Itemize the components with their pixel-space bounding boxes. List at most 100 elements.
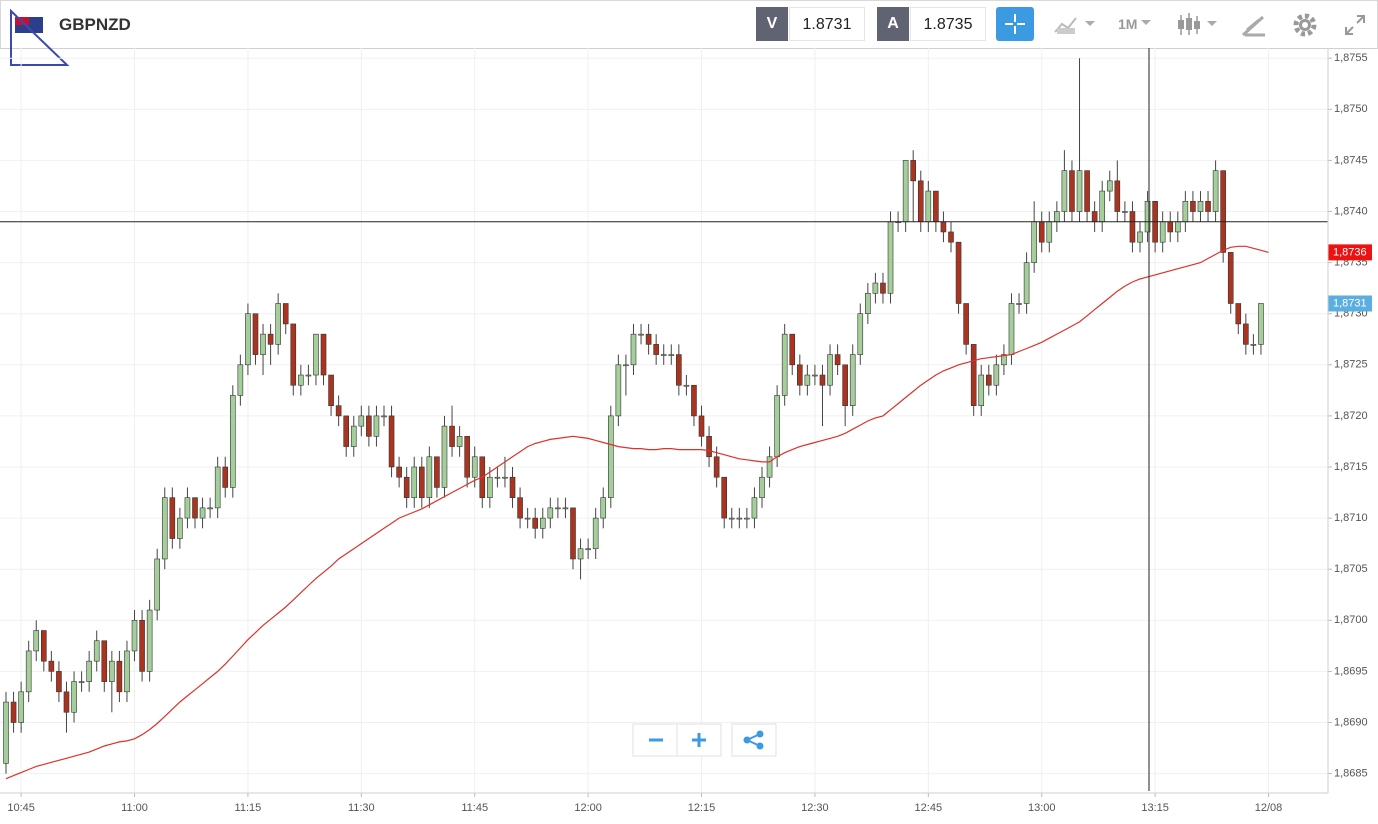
x-tick-label: 11:15	[235, 802, 262, 814]
candle-body	[267, 333, 274, 345]
candle-body	[207, 507, 213, 510]
candle-body	[1167, 221, 1174, 233]
candle-body	[48, 660, 55, 672]
candle-body	[834, 354, 841, 366]
candle-body	[970, 344, 977, 406]
ask-price[interactable]: 1.8735	[910, 7, 986, 41]
candle-body	[86, 660, 92, 682]
candle-body	[260, 333, 266, 355]
candle-body	[252, 313, 259, 355]
candle-body	[517, 497, 523, 519]
x-tick-label: 11:30	[348, 802, 375, 814]
candle-body	[925, 190, 932, 223]
x-tick-label: 12:45	[915, 802, 943, 814]
chart: 1,8685 1,8690 1,8695 1,8700 1,8705 1,8710 1,87…	[0, 48, 1372, 814]
candle-body	[555, 507, 561, 510]
candle-body	[449, 425, 455, 447]
candle-body	[1144, 200, 1151, 233]
candle-body	[812, 374, 818, 377]
candle-button[interactable]	[1173, 10, 1223, 40]
candle-body	[418, 466, 425, 498]
candle-body	[963, 303, 969, 345]
candle-body	[388, 415, 395, 468]
candle-body	[713, 456, 720, 478]
x-tick-label: 11:00	[121, 802, 148, 814]
chart-type-button[interactable]	[1049, 10, 1099, 40]
candle-body	[18, 691, 24, 723]
candle-body	[1212, 170, 1219, 212]
candle-body	[1008, 303, 1015, 355]
candle-body	[570, 507, 576, 560]
price-tag	[1328, 295, 1372, 312]
symbol: GBPNZD	[59, 15, 131, 34]
candle-body	[509, 476, 516, 498]
y-tick-label: 1,8705	[1334, 563, 1368, 575]
candle-body	[411, 466, 418, 498]
candle-body	[607, 415, 614, 498]
candle-body	[184, 497, 191, 519]
candle-body	[857, 313, 864, 355]
candle-body	[282, 303, 289, 325]
bid-price[interactable]: 1.8731	[789, 7, 865, 41]
candle-body	[691, 384, 697, 417]
candle-body	[328, 374, 334, 406]
candle-body	[842, 364, 848, 406]
y-tick-label: 1,8710	[1334, 512, 1368, 524]
candle-body	[1069, 170, 1075, 212]
candle-body	[698, 415, 705, 437]
candle-body	[562, 507, 569, 510]
candle-body	[781, 333, 788, 396]
candle-body	[653, 344, 659, 355]
x-tick-label: 12:00	[574, 802, 602, 814]
candle-body	[161, 497, 168, 560]
bid-tag[interactable]: V	[756, 7, 788, 41]
draw-button[interactable]	[1239, 10, 1269, 40]
candle-body	[1046, 221, 1053, 243]
candle-body	[683, 384, 690, 387]
candle-body	[660, 354, 667, 356]
candle-body	[623, 364, 629, 367]
candle-body	[728, 517, 735, 520]
candle-body	[40, 630, 47, 662]
share-button[interactable]	[731, 723, 777, 757]
candle-body	[1182, 200, 1189, 223]
candle-body	[3, 701, 9, 764]
zoom-controls	[632, 723, 777, 757]
candle-body	[456, 436, 463, 447]
candle-body	[366, 415, 372, 437]
price-tag	[1328, 244, 1372, 261]
y-tick-label: 1,8685	[1334, 767, 1368, 779]
candle-body	[1084, 170, 1090, 212]
settings-button[interactable]	[1290, 10, 1320, 40]
candle-body	[585, 548, 591, 551]
candle-body	[1114, 180, 1121, 212]
candle-body	[827, 354, 833, 386]
candle-body	[93, 640, 100, 662]
fullscreen-button[interactable]	[1340, 10, 1370, 40]
y-tick-label: 1,8700	[1334, 614, 1368, 626]
candle-body	[1220, 170, 1226, 253]
candle-body	[887, 221, 894, 294]
candle-body	[1159, 221, 1166, 243]
crosshair-button[interactable]	[996, 7, 1034, 41]
candle-body	[1243, 323, 1249, 345]
candle-body	[109, 660, 115, 682]
candle-body	[532, 517, 539, 529]
zoom-in[interactable]	[692, 733, 706, 747]
candle-body	[600, 497, 607, 519]
timeframe[interactable]: 1M	[1118, 16, 1138, 32]
candle-body	[1038, 221, 1045, 243]
candle-body	[335, 405, 342, 417]
candle-body	[487, 476, 493, 498]
candle-body	[1054, 211, 1060, 223]
candle-body	[358, 415, 365, 427]
ask-tag[interactable]: A	[877, 7, 909, 41]
candle-body	[1061, 170, 1068, 212]
candle-body	[56, 671, 62, 693]
candle-body	[865, 292, 871, 315]
candle-body	[1091, 211, 1098, 223]
candle-body	[33, 630, 40, 652]
candle-body	[1137, 231, 1143, 243]
candle-body	[819, 374, 826, 386]
candle-body	[978, 374, 985, 406]
